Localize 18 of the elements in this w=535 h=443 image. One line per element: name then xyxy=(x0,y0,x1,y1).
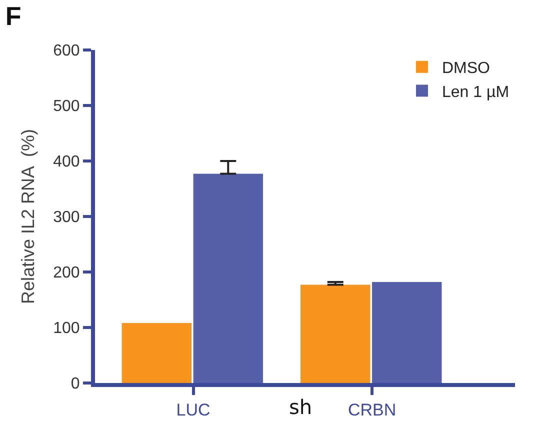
x-tick-label: LUC xyxy=(176,400,210,420)
bar xyxy=(300,284,370,383)
text: sh xyxy=(289,395,312,419)
x-tick-label: CRBN xyxy=(348,400,396,420)
bar xyxy=(372,282,442,383)
y-tick-label: 600 xyxy=(53,42,80,60)
legend-label: DMSO xyxy=(442,60,490,78)
y-tick-label: 200 xyxy=(53,264,80,282)
y-axis-title: Relative IL2 RNA (%) xyxy=(18,128,38,304)
y-tick-label: 400 xyxy=(53,154,80,171)
y-tick-label: 0 xyxy=(70,376,80,393)
bar xyxy=(122,323,192,383)
chart-title: F xyxy=(5,0,22,31)
bar xyxy=(193,174,263,383)
y-tick-label: 100 xyxy=(53,320,80,338)
legend-label: Len 1 µM xyxy=(442,84,510,101)
y-tick-label: 300 xyxy=(53,209,80,226)
y-tick-label: 500 xyxy=(53,98,80,116)
